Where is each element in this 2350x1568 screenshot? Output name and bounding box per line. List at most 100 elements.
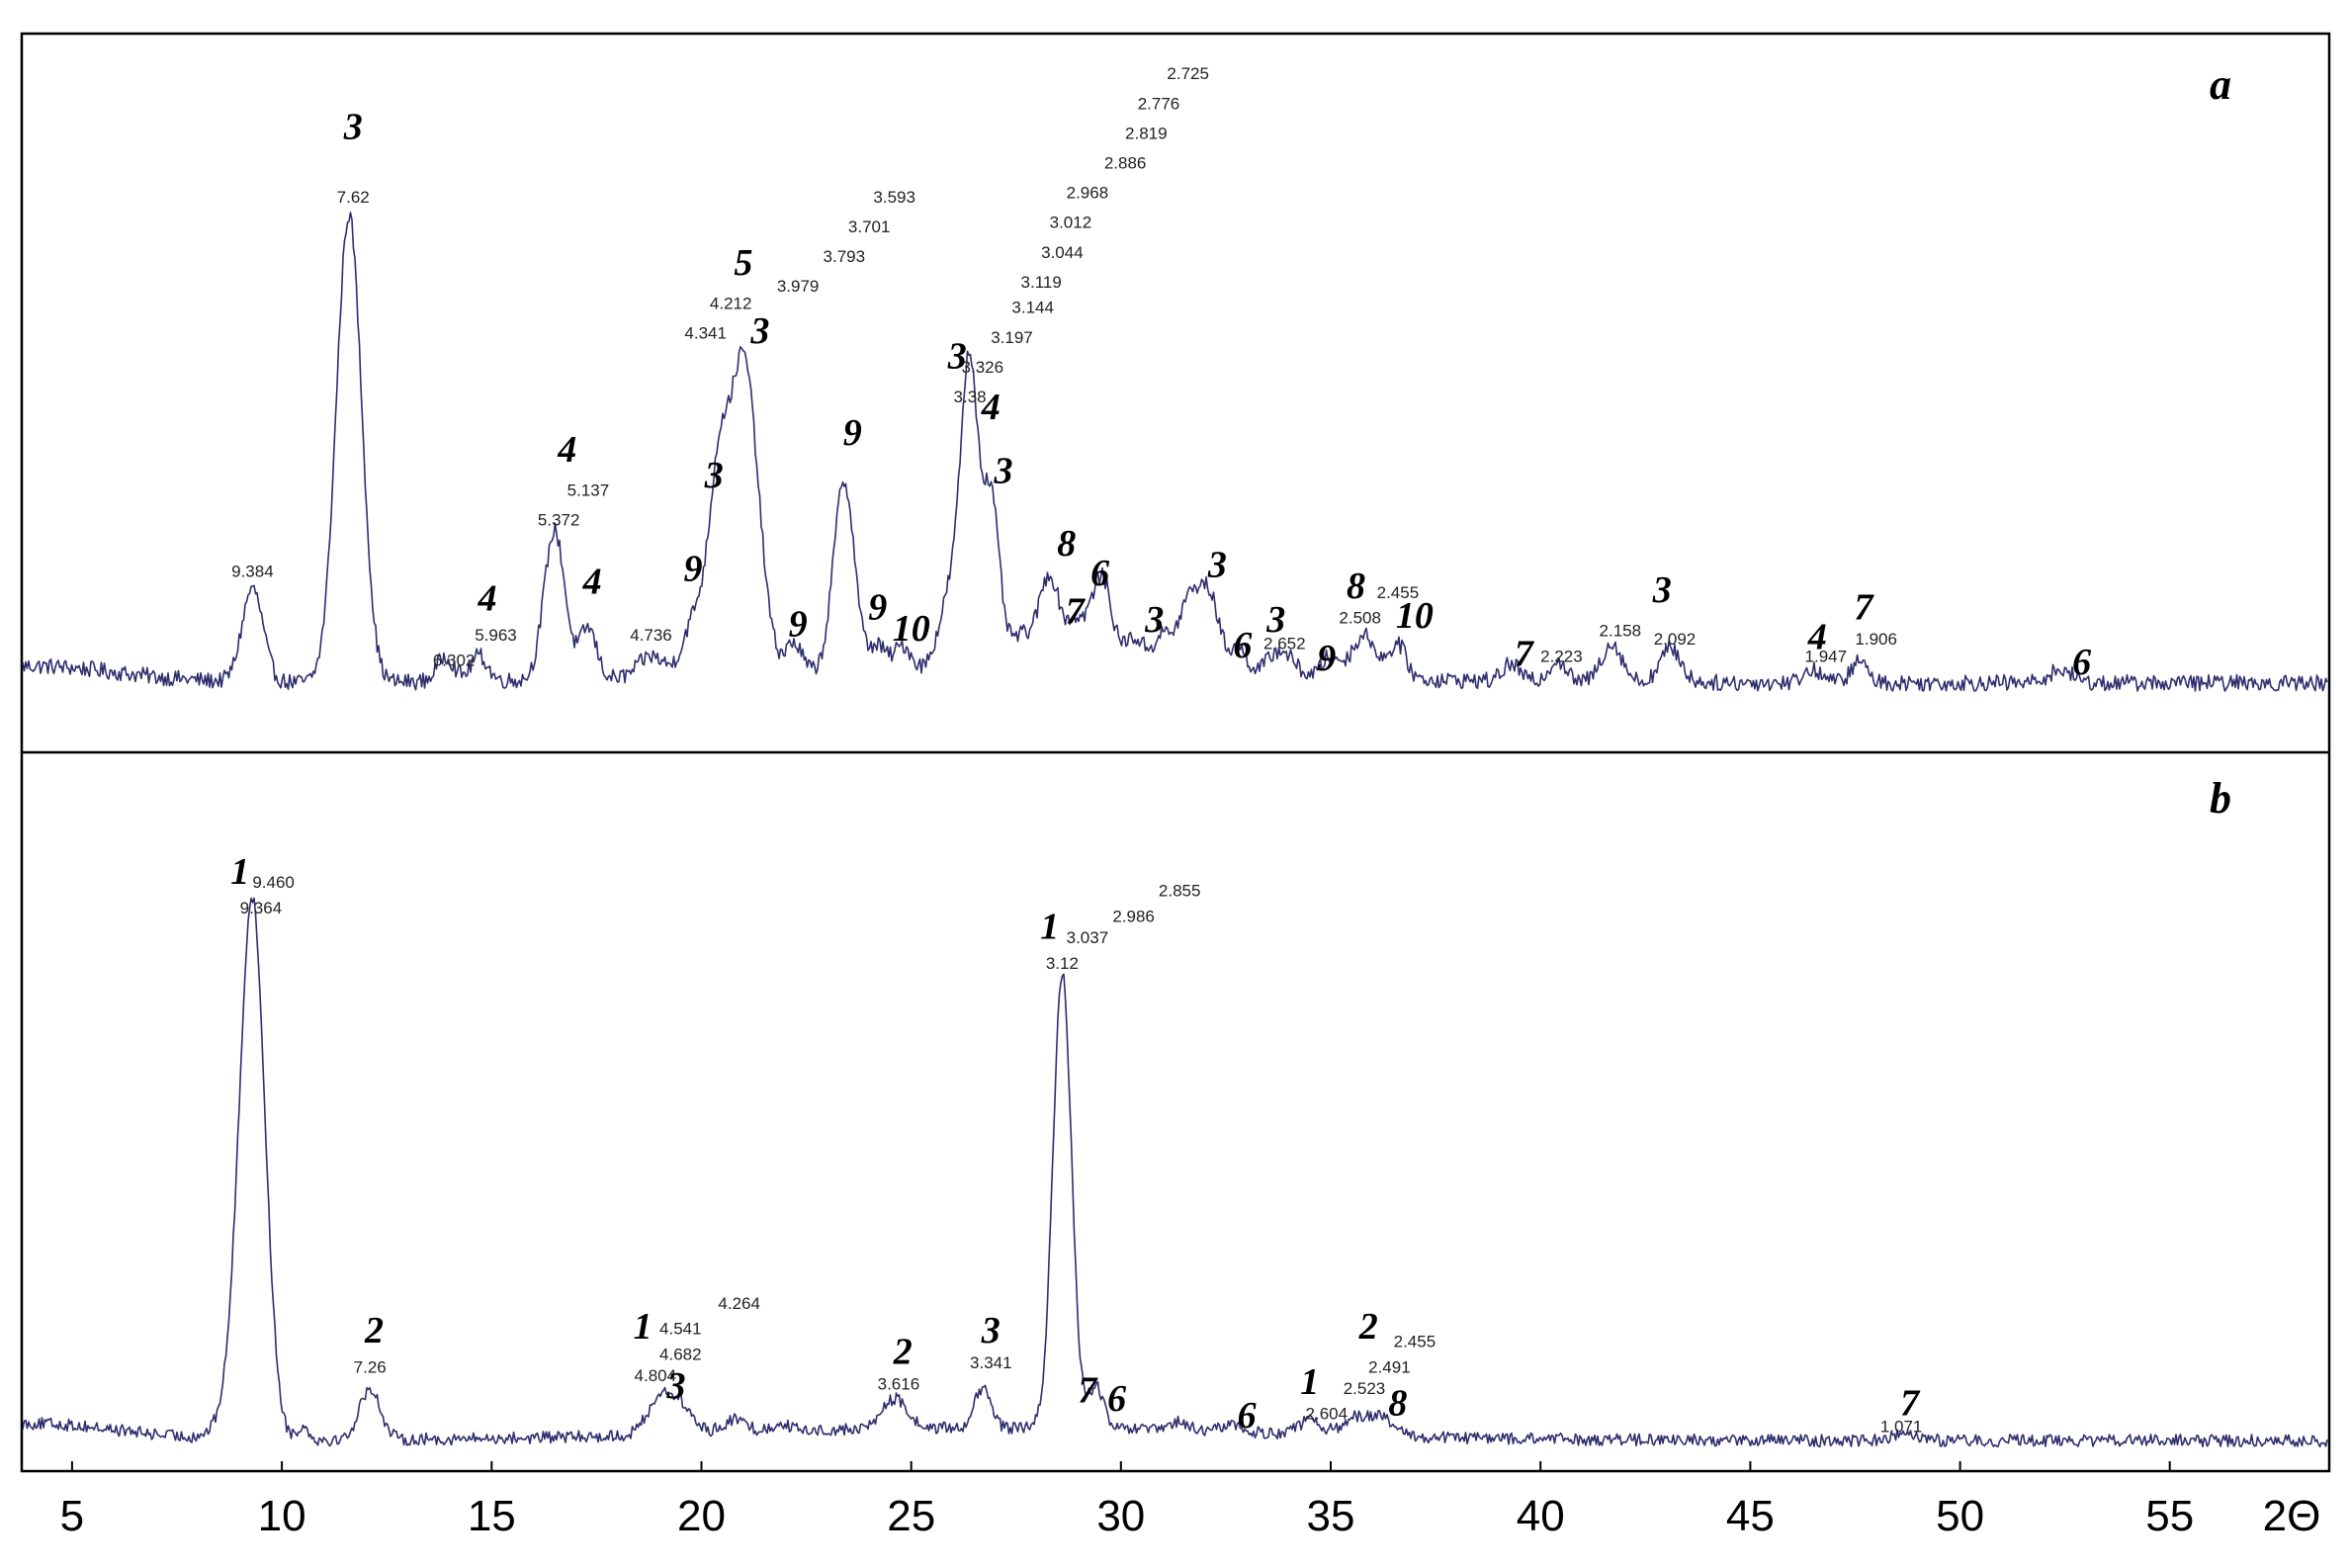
phase-label: 4 <box>557 429 576 471</box>
d-spacing-label: 2.455 <box>1377 583 1420 602</box>
d-spacing-label: 3.197 <box>991 328 1033 347</box>
d-spacing-label: 2.776 <box>1138 94 1180 113</box>
d-spacing-label: 4.341 <box>684 324 727 343</box>
phase-label: 8 <box>1347 566 1365 607</box>
x-tick-label: 30 <box>1096 1492 1145 1540</box>
phase-label: 6 <box>1090 553 1109 594</box>
d-spacing-label: 9.384 <box>231 562 274 580</box>
phase-label: 3 <box>666 1365 686 1407</box>
d-spacing-label: 3.326 <box>962 358 1004 377</box>
phase-label: 3 <box>1144 599 1164 641</box>
phase-label: 9 <box>868 586 887 628</box>
phase-label: 3 <box>1652 569 1672 611</box>
phase-label: 2 <box>1358 1306 1378 1348</box>
d-spacing-label: 5.963 <box>475 626 517 645</box>
d-spacing-label: 3.012 <box>1050 214 1092 232</box>
d-spacing-label: 3.341 <box>970 1353 1012 1372</box>
d-spacing-label: 2.886 <box>1104 154 1147 173</box>
d-spacing-label: 4.682 <box>659 1345 702 1363</box>
d-spacing-label: 7.62 <box>337 188 370 207</box>
phase-label: 6 <box>1233 625 1252 666</box>
phase-label: 6 <box>1107 1378 1126 1420</box>
d-spacing-label: 9.364 <box>240 899 283 917</box>
phase-label: 7 <box>1078 1369 1098 1411</box>
phase-label: 6 <box>1238 1395 1257 1437</box>
panel-label-b: b <box>2210 774 2231 823</box>
d-spacing-label: 4.804 <box>635 1366 677 1385</box>
d-spacing-label: 2.092 <box>1654 630 1697 649</box>
x-tick-label: 15 <box>468 1492 516 1540</box>
phase-label: 4 <box>981 387 1001 428</box>
d-spacing-label: 5.372 <box>538 511 580 530</box>
phase-label: 1 <box>230 851 249 893</box>
phase-label: 2 <box>893 1332 913 1373</box>
phase-label: 1 <box>1040 907 1059 948</box>
d-spacing-label: 3.616 <box>878 1375 920 1394</box>
x-tick-label: 50 <box>1936 1492 1984 1540</box>
d-spacing-label: 3.793 <box>824 247 866 266</box>
phase-label: 3 <box>994 451 1013 492</box>
d-spacing-label: 2.855 <box>1159 882 1201 901</box>
d-spacing-label: 5.137 <box>567 481 610 500</box>
panel-a: a 9.384 7.62 6.302 5.963 5.372 5.137 4.736 4.341… <box>22 60 2328 692</box>
phase-label: 4 <box>582 562 602 603</box>
x-tick-label: 10 <box>258 1492 306 1540</box>
d-spacing-label: 4.212 <box>710 294 752 312</box>
d-spacing-label: 3.38 <box>954 388 987 406</box>
phase-label: 1 <box>634 1306 653 1348</box>
d-spacing-label: 1.071 <box>1880 1418 1923 1437</box>
x-tick-label: 40 <box>1517 1492 1565 1540</box>
phase-label: 8 <box>1388 1382 1407 1424</box>
phase-label: 2 <box>364 1310 384 1351</box>
phase-label: 3 <box>704 455 724 496</box>
d-spacing-label: 3.119 <box>1021 273 1062 292</box>
x-tick-label: 35 <box>1307 1492 1355 1540</box>
phase-label: 3 <box>1207 544 1227 585</box>
d-spacing-label: 2.158 <box>1600 622 1642 641</box>
d-spacing-label: 2.491 <box>1368 1357 1411 1376</box>
phase-label: 5 <box>734 242 752 284</box>
phase-label: 9 <box>1317 638 1336 679</box>
diffraction-trace-a <box>22 212 2328 692</box>
d-spacing-label: 3.701 <box>848 218 891 236</box>
d-spacing-label: 2.986 <box>1112 908 1155 926</box>
phase-label: 3 <box>1265 599 1285 641</box>
d-spacing-label: 2.604 <box>1306 1405 1349 1424</box>
d-spacing-label: 4.541 <box>659 1320 702 1339</box>
phase-label: 3 <box>947 336 967 378</box>
phase-label: 9 <box>843 412 862 454</box>
phase-label: 4 <box>1807 616 1827 657</box>
phase-label: 9 <box>684 549 703 590</box>
d-spacing-label: 3.12 <box>1046 954 1079 973</box>
x-tick-label: 55 <box>2145 1492 2194 1540</box>
d-spacing-label: 3.979 <box>777 277 820 296</box>
d-spacing-label: 2.523 <box>1344 1379 1386 1398</box>
x-tick-label: 5 <box>60 1492 84 1540</box>
phase-label: 4 <box>478 578 497 620</box>
d-spacing-label: 2.223 <box>1540 647 1583 665</box>
d-spacing-label: 3.044 <box>1041 243 1084 262</box>
d-spacing-label: 2.819 <box>1125 124 1168 142</box>
phase-label: 3 <box>749 310 769 352</box>
phase-label: 10 <box>893 608 930 650</box>
d-spacing-label: 6.302 <box>433 652 476 670</box>
d-spacing-label: 2.968 <box>1067 184 1109 203</box>
phase-label: 7 <box>1515 634 1535 675</box>
phase-label: 6 <box>2072 642 2091 683</box>
x-axis-end-label: 2Θ <box>2263 1492 2321 1540</box>
diffraction-trace-b <box>22 897 2328 1448</box>
d-spacing-label: 9.460 <box>252 873 295 892</box>
phase-label: 7 <box>1900 1382 1921 1424</box>
x-tick-label: 25 <box>887 1492 935 1540</box>
d-spacing-label: 1.947 <box>1805 647 1848 665</box>
x-tick-label: 20 <box>677 1492 726 1540</box>
panel-b: b 9.460 9.364 7.26 4.804 4.682 4.541 4.264 3.616… <box>22 774 2328 1448</box>
d-spacing-label: 1.906 <box>1855 630 1897 649</box>
d-spacing-label: 2.652 <box>1263 634 1306 653</box>
phase-label: 7 <box>1855 586 1875 628</box>
phase-label: 1 <box>1300 1361 1319 1403</box>
d-spacing-label: 2.725 <box>1167 64 1209 83</box>
d-spacing-label: 2.508 <box>1339 609 1381 628</box>
x-axis: 5 10 15 20 25 30 35 40 45 50 55 2Θ <box>60 1461 2321 1540</box>
